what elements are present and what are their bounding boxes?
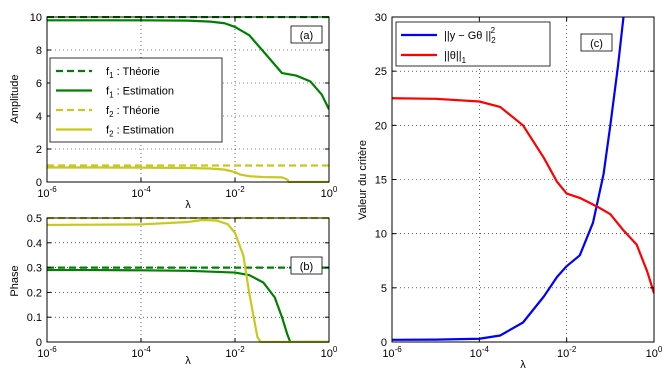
panel-b-axes [47, 218, 329, 342]
y-tick-label: 5 [381, 283, 387, 295]
y-tick-label: 0 [381, 337, 387, 349]
panel-c-axes [392, 17, 654, 342]
panel-a-ylabel: Amplitude [9, 75, 21, 124]
panel-c-legend: ||y − Gθ ||22 ||θ||1 [395, 21, 551, 67]
legend-entry: f2 : Estimation [106, 125, 174, 139]
panel-c-ylabel: Valeur du critère [357, 140, 369, 220]
x-tick-label: 10-2 [225, 345, 245, 360]
legend-entry: ||θ||1 [444, 50, 467, 65]
panel-b-ylabel: Phase [9, 265, 21, 296]
y-tick-label: 6 [36, 78, 42, 90]
panel-b-tag-box [290, 256, 323, 275]
panel-b-xlabel: λ [185, 355, 191, 367]
panel-c: 10-6 10-4 10-2 100 0 5 10 15 20 25 30 Valeur du cr… [357, 12, 663, 369]
panel-a-xlabel: λ [185, 199, 191, 211]
y-tick-label: 20 [375, 120, 387, 132]
panel-a-legend: f1 : Théorie f1 : Estimation f2 : Théorie f… [49, 57, 223, 143]
y-tick-label: 0.3 [27, 263, 42, 275]
y-tick-label: 25 [375, 66, 387, 78]
x-tick-label: 10-6 [382, 345, 402, 360]
y-tick-label: 0.5 [27, 213, 42, 225]
y-tick-label: 10 [375, 229, 387, 241]
y-tick-label: 2 [36, 144, 42, 156]
panel-b-ticks: 10-6 10-4 10-2 100 0 0.1 0.2 0.3 0.4 0.5 [27, 213, 338, 360]
series-line-a-1 [47, 19, 329, 110]
x-tick-label: 10-2 [557, 345, 577, 360]
panel-c-tag: (c) [590, 38, 603, 50]
series-line-c-1 [392, 97, 654, 294]
y-tick-label: 0.2 [27, 287, 42, 299]
panel-a-tag-box [290, 25, 323, 44]
legend-entry: f1 : Estimation [106, 86, 174, 100]
panel-a-tag: (a) [300, 30, 313, 42]
y-tick-label: 0 [36, 337, 42, 349]
x-tick-label: 100 [646, 345, 663, 360]
panel-a-ticks: 10-6 10-4 10-2 100 0 2 4 6 8 10 [30, 12, 338, 200]
y-tick-label: 10 [30, 12, 42, 24]
x-tick-label: 10-4 [470, 345, 490, 360]
panel-c-xlabel: λ [520, 359, 526, 369]
y-tick-label: 0.1 [27, 312, 42, 324]
y-tick-label: 0.4 [27, 238, 42, 250]
y-tick-label: 30 [375, 12, 387, 24]
series-line-b-1 [47, 268, 329, 343]
x-tick-label: 10-2 [225, 185, 245, 200]
x-tick-label: 10-4 [131, 185, 151, 200]
y-tick-label: 0 [36, 177, 42, 189]
x-tick-label: 10-6 [37, 185, 57, 200]
panel-c-series [392, 16, 654, 341]
y-tick-label: 8 [36, 45, 42, 57]
panel-b-tag: (b) [300, 261, 313, 273]
panel-c-tag-box [580, 33, 613, 52]
series-line-c-0 [392, 16, 625, 341]
y-tick-label: 4 [36, 111, 42, 123]
x-tick-label: 100 [321, 185, 338, 200]
x-tick-label: 10-4 [131, 345, 151, 360]
x-tick-label: 100 [321, 345, 338, 360]
panel-c-ticks: 10-6 10-4 10-2 100 0 5 10 15 20 25 30 [375, 12, 663, 360]
legend-entry: f1 : Théorie [106, 66, 160, 80]
y-tick-label: 15 [375, 175, 387, 187]
legend-box [395, 21, 551, 67]
series-line-a-3 [47, 166, 329, 183]
panel-b-grid [47, 218, 329, 342]
x-tick-label: 10-6 [37, 345, 57, 360]
legend-entry: f2 : Théorie [106, 105, 160, 119]
legend-entry: ||y − Gθ ||22 [444, 26, 496, 45]
panel-a: 10-6 10-4 10-2 100 0 2 4 6 8 10 Amplitude λ (a) f… [9, 12, 338, 211]
series-line-b-3 [47, 218, 329, 343]
